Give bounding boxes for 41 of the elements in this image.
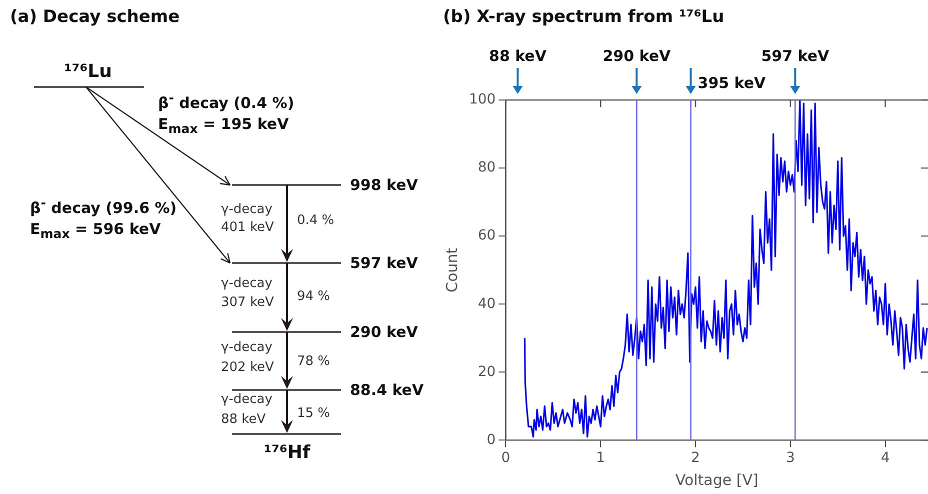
text: 78 %: [297, 354, 330, 369]
y-tick-label: 80: [478, 160, 496, 176]
y-tick-label: 100: [468, 92, 496, 108]
x-tick-label: 4: [880, 450, 890, 466]
text: 88 keV: [221, 412, 266, 427]
x-axis-title: Voltage [V]: [675, 470, 758, 489]
text: 597 keV: [350, 254, 418, 272]
ref-line-label: 290 keV: [602, 46, 672, 65]
x-tick-label: 2: [691, 450, 700, 466]
text: 0.4 %: [297, 213, 334, 228]
text: 401 keV: [221, 220, 274, 235]
x-tick-label: 1: [596, 450, 606, 466]
chart-title: (b) X-ray spectrum from ¹⁷⁶Lu: [443, 7, 724, 27]
y-tick-label: 40: [478, 296, 496, 312]
text: 94 %: [297, 289, 330, 304]
x-tick-label: 3: [786, 450, 795, 466]
text: 998 keV: [350, 176, 418, 194]
ref-line-label: 597 keV: [761, 46, 830, 65]
text: β$^{-}$ decay (99.6 %): [30, 195, 177, 217]
text: γ-decay: [221, 276, 272, 291]
y-axis-title: Count: [442, 248, 461, 292]
x-tick-label: 0: [501, 450, 510, 466]
text: 88.4 keV: [350, 381, 424, 399]
y-tick-label: 0: [486, 432, 496, 448]
text: ¹⁷⁶Hf: [264, 442, 310, 463]
y-tick-label: 60: [478, 228, 496, 244]
text: E$_{max}$ = 195 keV: [158, 115, 289, 136]
text: E$_{max}$ = 596 keV: [30, 220, 161, 241]
text: 15 %: [297, 406, 330, 421]
text: γ-decay: [221, 392, 272, 407]
text: 290 keV: [350, 323, 418, 341]
text: γ-decay: [221, 340, 272, 355]
text: 88 keV: [488, 46, 547, 65]
text: 307 keV: [221, 295, 274, 310]
y-tick-label: 20: [478, 364, 496, 380]
ref-line-label: 395 keV: [698, 74, 766, 92]
text: ¹⁷⁶Lu: [64, 61, 112, 82]
text: β$^{-}$ decay (0.4 %): [158, 90, 294, 112]
text: 202 keV: [221, 360, 274, 375]
text: (a) Decay scheme: [10, 7, 180, 27]
text: γ-decay: [221, 202, 272, 217]
